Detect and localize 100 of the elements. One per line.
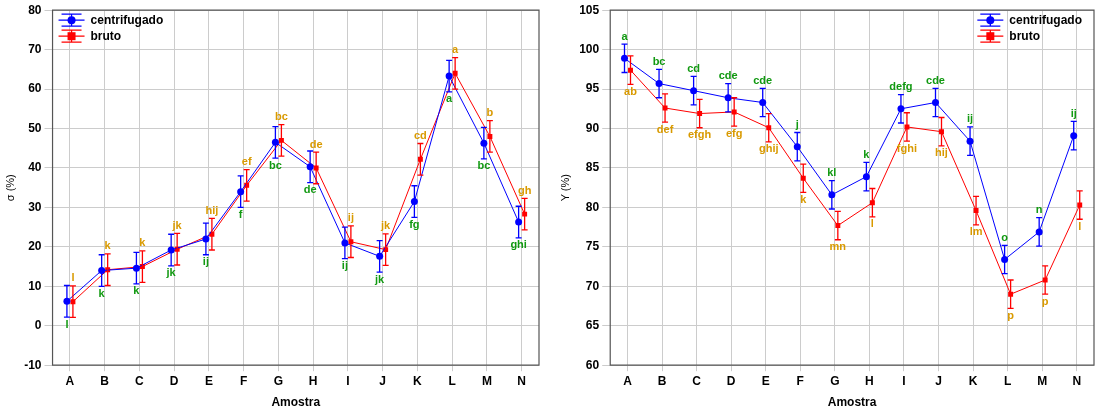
data-label: k: [98, 286, 106, 299]
data-label: bc: [268, 158, 282, 171]
y-axis-title: σ (%): [3, 174, 16, 202]
data-label: b: [486, 106, 494, 119]
x-tick-label: C: [692, 373, 702, 388]
x-tick-label: L: [448, 373, 456, 388]
data-label: cde: [753, 73, 773, 86]
data-label: cd: [687, 62, 701, 74]
y-tick-label: 30: [28, 199, 42, 214]
x-tick-label: E: [204, 373, 213, 388]
y-tick-label: 70: [585, 278, 600, 293]
y-tick-label: -10: [24, 357, 42, 372]
x-tick-label: C: [135, 373, 145, 388]
data-label: ij: [1070, 106, 1077, 119]
data-label: l: [71, 271, 75, 284]
data-label: ij: [341, 259, 348, 272]
x-axis-title: Amostra: [271, 395, 321, 410]
x-tick-label: B: [100, 373, 110, 388]
y-tick-label: 95: [585, 81, 600, 96]
data-label: de: [303, 183, 317, 196]
y-tick-label: 85: [585, 160, 600, 175]
y-tick-label: 75: [585, 239, 600, 254]
data-label: kl: [827, 166, 837, 179]
x-tick-label: E: [761, 373, 770, 388]
data-label: a: [446, 92, 454, 105]
y-tick-label: 80: [28, 2, 42, 17]
y-tick-label: 100: [579, 41, 600, 56]
legend-label: centrifugado: [1009, 12, 1082, 27]
legend-label: bruto: [1009, 28, 1040, 43]
y-tick-label: 65: [585, 318, 600, 333]
data-label: jk: [380, 219, 392, 232]
data-label: k: [133, 284, 141, 297]
data-label: cd: [413, 129, 427, 142]
data-label: efg: [725, 126, 743, 139]
x-axis-title: Amostra: [827, 395, 877, 410]
data-label: l: [1078, 219, 1082, 232]
y-tick-label: 0: [34, 318, 42, 333]
data-label: ij: [202, 255, 209, 268]
data-label: gh: [517, 183, 532, 196]
data-label: o: [1001, 230, 1009, 243]
y-tick-label: 60: [28, 81, 42, 96]
x-tick-label: L: [1003, 373, 1012, 388]
y-tick-label: 105: [579, 2, 600, 17]
legend-label: centrifugado: [90, 12, 164, 27]
x-tick-label: K: [413, 373, 423, 388]
data-label: j: [794, 118, 799, 131]
data-label: cde: [718, 69, 738, 82]
data-label: de: [309, 137, 323, 150]
x-tick-label: D: [169, 373, 179, 388]
y-tick-label: 40: [28, 160, 42, 175]
x-tick-label: D: [726, 373, 736, 388]
data-label: l: [870, 217, 874, 230]
x-tick-label: G: [273, 373, 284, 388]
x-tick-label: N: [517, 373, 526, 388]
data-label: bc: [274, 110, 288, 123]
y-tick-label: 70: [28, 41, 42, 56]
data-label: ab: [624, 84, 638, 97]
data-label: p: [1041, 294, 1049, 307]
x-tick-label: I: [346, 373, 350, 388]
data-label: ghij: [758, 142, 779, 155]
x-tick-label: J: [935, 373, 942, 388]
data-label: jk: [171, 218, 183, 231]
data-label: fghi: [896, 141, 918, 154]
data-label: defg: [889, 80, 913, 93]
x-tick-label: M: [1037, 373, 1048, 388]
data-label: p: [1007, 308, 1015, 321]
x-tick-label: A: [623, 373, 633, 388]
data-label: cde: [926, 73, 945, 86]
x-tick-label: G: [830, 373, 840, 388]
data-label: lm: [969, 225, 983, 238]
data-label: jk: [165, 266, 177, 279]
y-tick-label: 60: [585, 357, 600, 372]
data-label: f: [238, 207, 243, 220]
y-tick-label: 80: [585, 199, 600, 214]
data-label: mn: [829, 240, 847, 253]
y-tick-label: 20: [28, 239, 42, 254]
data-label: ef: [241, 155, 252, 168]
data-label: a: [621, 29, 629, 42]
data-label: k: [104, 239, 112, 252]
data-label: ij: [966, 112, 974, 125]
y-tick-label: 90: [585, 120, 600, 135]
y-axis-title: Y (%): [558, 174, 571, 202]
x-tick-label: M: [481, 373, 492, 388]
data-label: k: [139, 236, 147, 249]
x-tick-label: N: [1072, 373, 1082, 388]
x-tick-label: F: [239, 373, 248, 388]
data-label: hij: [935, 146, 948, 159]
data-label: ghi: [510, 238, 527, 251]
data-label: fg: [409, 217, 420, 230]
x-tick-label: K: [968, 373, 978, 388]
x-tick-label: F: [796, 373, 804, 388]
data-label: k: [863, 147, 871, 160]
x-tick-label: H: [865, 373, 874, 388]
x-tick-label: J: [379, 373, 386, 388]
x-tick-label: A: [65, 373, 75, 388]
data-label: efgh: [687, 128, 712, 141]
data-label: ij: [347, 211, 354, 224]
data-label: hij: [205, 204, 219, 216]
data-label: bc: [652, 54, 666, 67]
data-label: def: [656, 122, 674, 135]
